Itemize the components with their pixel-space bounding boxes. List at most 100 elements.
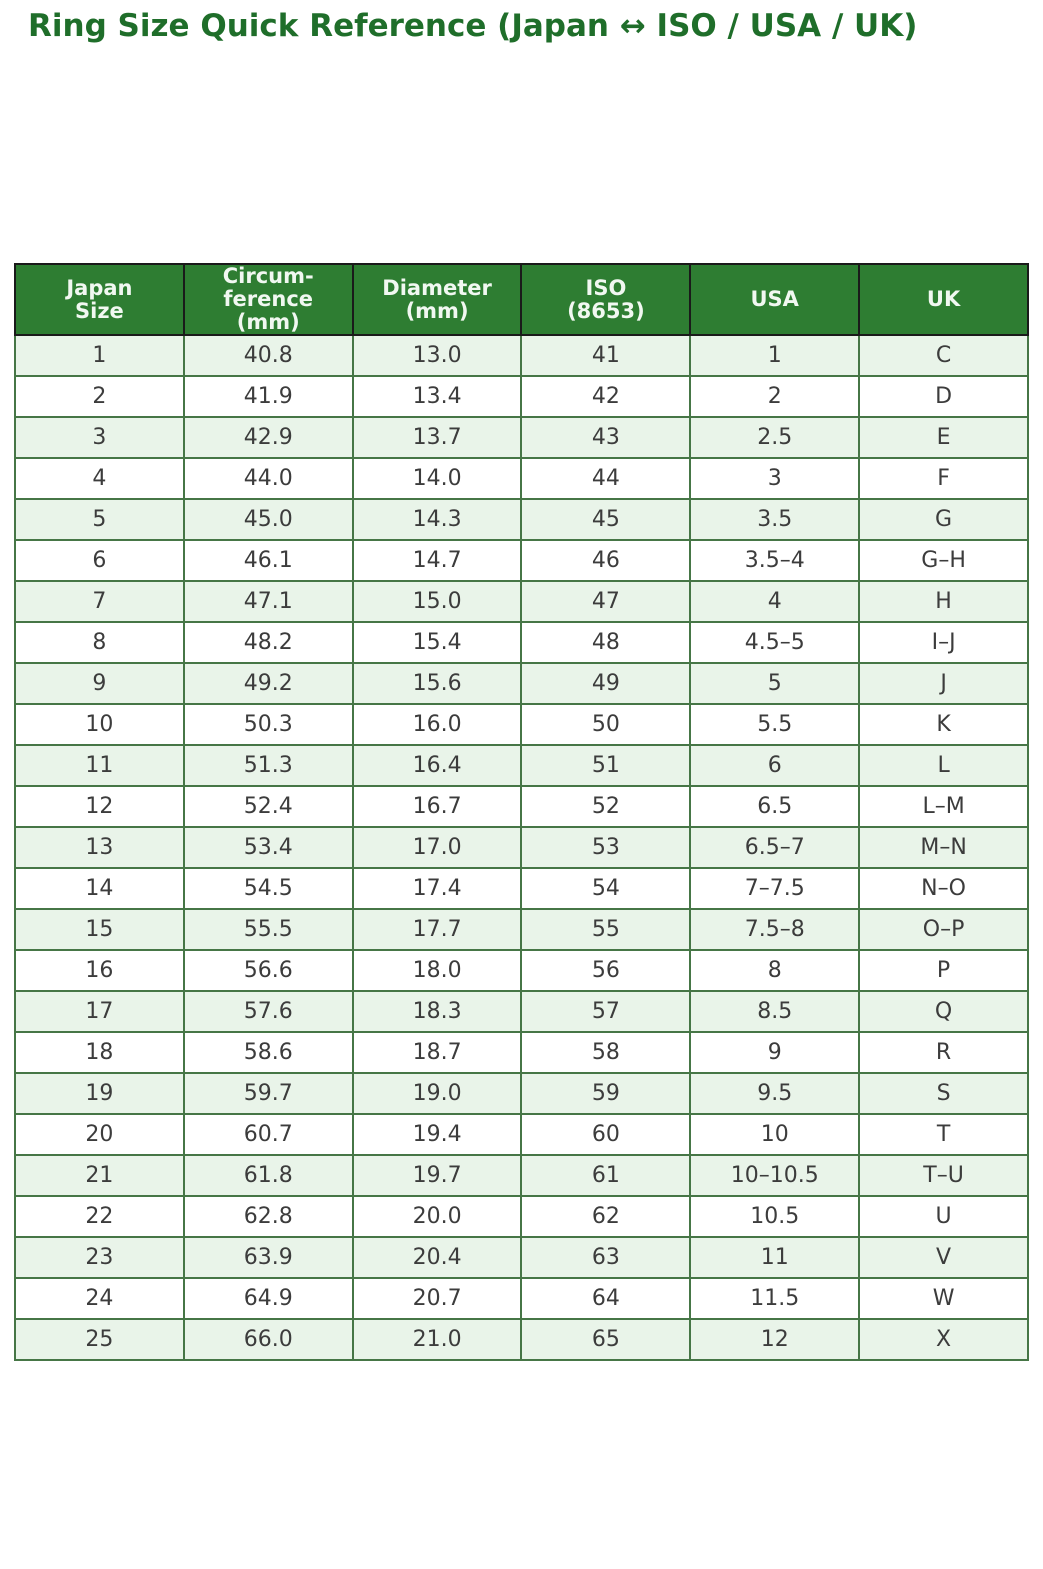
cell-usa: 4.5–5 bbox=[689, 621, 861, 664]
cell-circumference-mm: 44.0 bbox=[182, 457, 354, 500]
table-row: 14 54.5 17.4 54 7–7.5 N–O bbox=[14, 867, 1029, 910]
cell-japan-size: 10 bbox=[14, 703, 185, 746]
cell-uk: P bbox=[858, 949, 1029, 992]
column-header-iso-8653: ISO (8653) bbox=[520, 263, 692, 336]
cell-circumference-mm: 55.5 bbox=[182, 908, 354, 951]
cell-circumference-mm: 58.6 bbox=[182, 1031, 354, 1074]
cell-uk: H bbox=[858, 580, 1029, 623]
cell-circumference-mm: 63.9 bbox=[182, 1236, 354, 1279]
cell-circumference-mm: 45.0 bbox=[182, 498, 354, 541]
cell-diameter-mm: 15.0 bbox=[351, 580, 523, 623]
cell-japan-size: 15 bbox=[14, 908, 185, 951]
cell-usa: 3.5–4 bbox=[689, 539, 861, 582]
cell-japan-size: 3 bbox=[14, 416, 185, 459]
cell-uk: G bbox=[858, 498, 1029, 541]
table-row: 10 50.3 16.0 50 5.5 K bbox=[14, 703, 1029, 746]
cell-uk: O–P bbox=[858, 908, 1029, 951]
page-title: Ring Size Quick Reference (Japan ↔ ISO /… bbox=[28, 8, 918, 44]
cell-japan-size: 17 bbox=[14, 990, 185, 1033]
cell-usa: 12 bbox=[689, 1318, 861, 1361]
cell-usa: 6 bbox=[689, 744, 861, 787]
cell-japan-size: 23 bbox=[14, 1236, 185, 1279]
cell-circumference-mm: 52.4 bbox=[182, 785, 354, 828]
cell-usa: 5.5 bbox=[689, 703, 861, 746]
column-header-uk: UK bbox=[858, 263, 1029, 336]
cell-diameter-mm: 13.7 bbox=[351, 416, 523, 459]
cell-iso-8653: 51 bbox=[520, 744, 692, 787]
cell-iso-8653: 60 bbox=[520, 1113, 692, 1156]
cell-diameter-mm: 15.4 bbox=[351, 621, 523, 664]
cell-usa: 8 bbox=[689, 949, 861, 992]
cell-circumference-mm: 56.6 bbox=[182, 949, 354, 992]
cell-usa: 11.5 bbox=[689, 1277, 861, 1320]
cell-diameter-mm: 21.0 bbox=[351, 1318, 523, 1361]
cell-uk: T bbox=[858, 1113, 1029, 1156]
cell-circumference-mm: 66.0 bbox=[182, 1318, 354, 1361]
cell-japan-size: 7 bbox=[14, 580, 185, 623]
cell-circumference-mm: 46.1 bbox=[182, 539, 354, 582]
cell-japan-size: 2 bbox=[14, 375, 185, 418]
column-header-diameter-mm: Diameter (mm) bbox=[351, 263, 523, 336]
cell-circumference-mm: 42.9 bbox=[182, 416, 354, 459]
cell-usa: 4 bbox=[689, 580, 861, 623]
cell-circumference-mm: 54.5 bbox=[182, 867, 354, 910]
cell-iso-8653: 65 bbox=[520, 1318, 692, 1361]
table-body: 1 40.8 13.0 41 1 C 2 41.9 13.4 42 2 D 3 42.9 13.7 43 2.5… bbox=[14, 334, 1029, 1361]
cell-japan-size: 1 bbox=[14, 334, 185, 377]
cell-usa: 6.5–7 bbox=[689, 826, 861, 869]
cell-diameter-mm: 19.7 bbox=[351, 1154, 523, 1197]
cell-iso-8653: 59 bbox=[520, 1072, 692, 1115]
cell-iso-8653: 48 bbox=[520, 621, 692, 664]
ring-size-table: Japan Size Circum- ference (mm) Diameter (… bbox=[14, 263, 1029, 1361]
cell-iso-8653: 56 bbox=[520, 949, 692, 992]
cell-uk: V bbox=[858, 1236, 1029, 1279]
cell-uk: L bbox=[858, 744, 1029, 787]
cell-iso-8653: 53 bbox=[520, 826, 692, 869]
cell-iso-8653: 62 bbox=[520, 1195, 692, 1238]
cell-circumference-mm: 51.3 bbox=[182, 744, 354, 787]
table-row: 12 52.4 16.7 52 6.5 L–M bbox=[14, 785, 1029, 828]
cell-uk: S bbox=[858, 1072, 1029, 1115]
cell-diameter-mm: 20.0 bbox=[351, 1195, 523, 1238]
cell-usa: 10–10.5 bbox=[689, 1154, 861, 1197]
cell-uk: G–H bbox=[858, 539, 1029, 582]
cell-uk: W bbox=[858, 1277, 1029, 1320]
cell-japan-size: 14 bbox=[14, 867, 185, 910]
cell-iso-8653: 64 bbox=[520, 1277, 692, 1320]
cell-iso-8653: 43 bbox=[520, 416, 692, 459]
cell-iso-8653: 49 bbox=[520, 662, 692, 705]
cell-uk: K bbox=[858, 703, 1029, 746]
cell-uk: R bbox=[858, 1031, 1029, 1074]
cell-japan-size: 25 bbox=[14, 1318, 185, 1361]
cell-japan-size: 13 bbox=[14, 826, 185, 869]
cell-usa: 3 bbox=[689, 457, 861, 500]
cell-circumference-mm: 57.6 bbox=[182, 990, 354, 1033]
cell-usa: 8.5 bbox=[689, 990, 861, 1033]
cell-iso-8653: 44 bbox=[520, 457, 692, 500]
cell-japan-size: 19 bbox=[14, 1072, 185, 1115]
table-row: 13 53.4 17.0 53 6.5–7 M–N bbox=[14, 826, 1029, 869]
table-row: 18 58.6 18.7 58 9 R bbox=[14, 1031, 1029, 1074]
cell-japan-size: 18 bbox=[14, 1031, 185, 1074]
cell-diameter-mm: 20.7 bbox=[351, 1277, 523, 1320]
cell-diameter-mm: 17.7 bbox=[351, 908, 523, 951]
cell-diameter-mm: 17.4 bbox=[351, 867, 523, 910]
cell-japan-size: 6 bbox=[14, 539, 185, 582]
table-row: 19 59.7 19.0 59 9.5 S bbox=[14, 1072, 1029, 1115]
cell-usa: 10 bbox=[689, 1113, 861, 1156]
cell-japan-size: 20 bbox=[14, 1113, 185, 1156]
table-header-row: Japan Size Circum- ference (mm) Diameter (… bbox=[14, 263, 1029, 336]
cell-japan-size: 16 bbox=[14, 949, 185, 992]
cell-japan-size: 21 bbox=[14, 1154, 185, 1197]
cell-diameter-mm: 16.7 bbox=[351, 785, 523, 828]
cell-iso-8653: 46 bbox=[520, 539, 692, 582]
cell-uk: D bbox=[858, 375, 1029, 418]
cell-circumference-mm: 41.9 bbox=[182, 375, 354, 418]
cell-japan-size: 11 bbox=[14, 744, 185, 787]
cell-diameter-mm: 18.0 bbox=[351, 949, 523, 992]
table-header: Japan Size Circum- ference (mm) Diameter (… bbox=[14, 263, 1029, 336]
table-row: 20 60.7 19.4 60 10 T bbox=[14, 1113, 1029, 1156]
cell-usa: 5 bbox=[689, 662, 861, 705]
cell-circumference-mm: 61.8 bbox=[182, 1154, 354, 1197]
cell-iso-8653: 54 bbox=[520, 867, 692, 910]
